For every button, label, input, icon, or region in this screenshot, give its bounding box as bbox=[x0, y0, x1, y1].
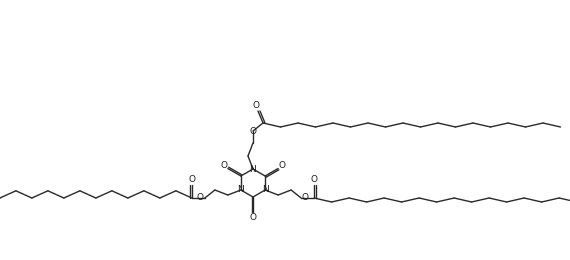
Text: O: O bbox=[279, 161, 286, 171]
Text: O: O bbox=[250, 127, 256, 135]
Text: O: O bbox=[311, 176, 317, 185]
Text: O: O bbox=[220, 161, 227, 171]
Text: O: O bbox=[197, 193, 203, 203]
Text: N: N bbox=[238, 185, 245, 194]
Text: O: O bbox=[253, 101, 259, 110]
Text: N: N bbox=[262, 185, 268, 194]
Text: O: O bbox=[188, 176, 196, 185]
Text: N: N bbox=[250, 165, 256, 173]
Text: O: O bbox=[302, 193, 308, 203]
Text: O: O bbox=[250, 212, 256, 222]
